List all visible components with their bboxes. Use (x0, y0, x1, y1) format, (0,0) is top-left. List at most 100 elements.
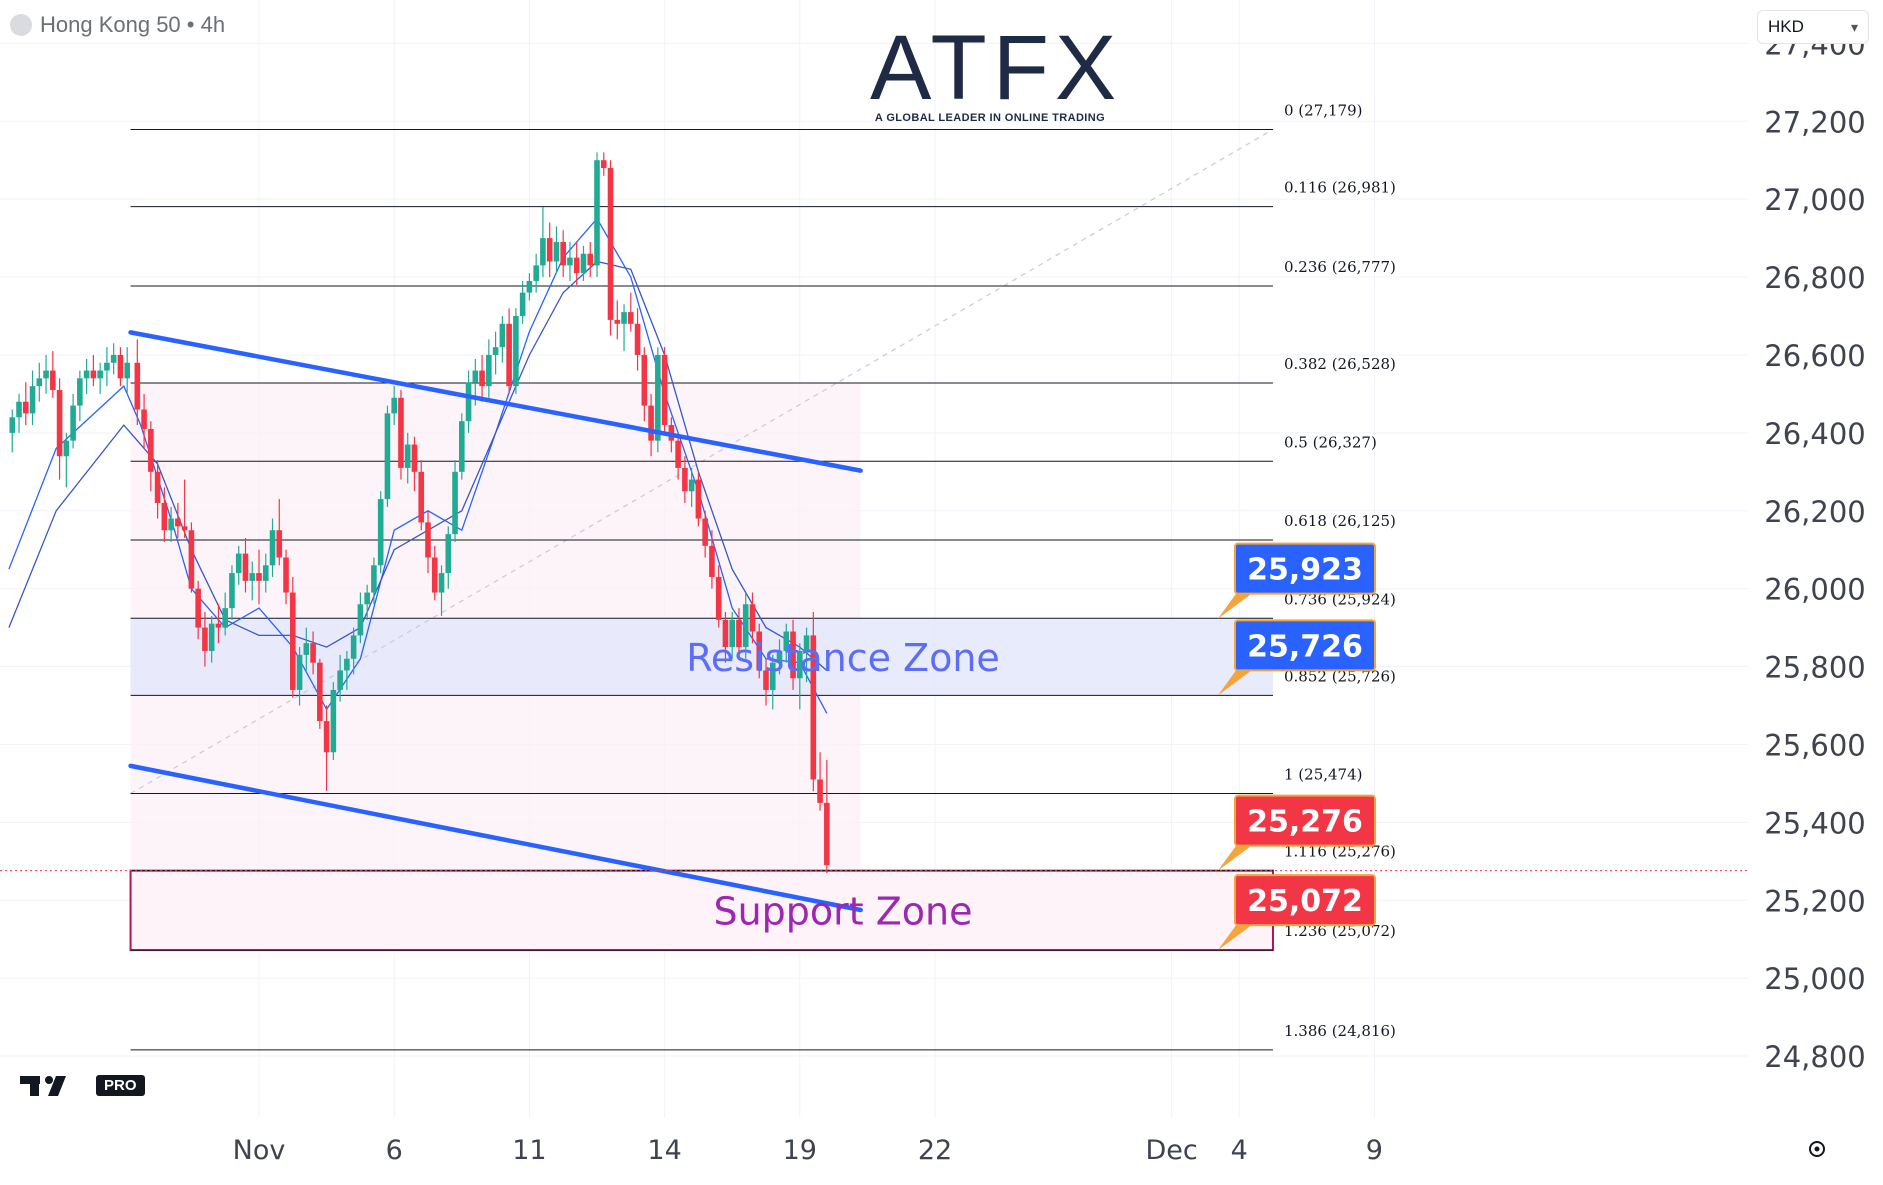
candle-body (90, 370, 97, 379)
candle-body (97, 370, 103, 379)
currency-label: HKD (1768, 17, 1804, 36)
candle-body (661, 354, 668, 426)
candle-body (695, 479, 702, 519)
candle-body (283, 557, 289, 593)
fib-level-label: 0.736 (25,924) (1284, 590, 1396, 608)
y-axis-tick-label: 26,600 (1764, 339, 1865, 373)
price-callout (1234, 874, 1376, 927)
price-callout (1234, 794, 1376, 847)
fib-level-label: 1.116 (25,276) (1284, 843, 1396, 861)
candle-body (303, 643, 310, 655)
candle-body (63, 440, 70, 457)
y-axis-tick-label: 25,600 (1764, 728, 1865, 762)
price-callout-text: 25,923 (1247, 553, 1363, 588)
candle-body (783, 631, 790, 651)
candle-body (337, 670, 343, 690)
candle-body (215, 623, 222, 628)
candle-body (526, 280, 533, 293)
candle-body (117, 354, 124, 379)
candle-body (628, 312, 634, 324)
candle-body (560, 242, 566, 266)
candle-body (222, 608, 228, 628)
candle-body (776, 650, 783, 663)
x-axis-tick-label: 6 (386, 1135, 403, 1166)
resistance-zone-label: Resistance Zone (686, 636, 1000, 680)
candle-body (810, 635, 817, 780)
atfx-logo: ATFX A GLOBAL LEADER IN ONLINE TRADING (870, 17, 1123, 124)
logo-tagline: A GLOBAL LEADER IN ONLINE TRADING (874, 112, 1106, 124)
fib-level-label: 0.116 (26,981) (1284, 179, 1396, 197)
candle-body (208, 623, 215, 651)
candle-body (56, 390, 63, 457)
gear-icon[interactable] (1806, 1138, 1828, 1160)
channel-upper-line (128, 330, 863, 473)
x-axis-tick-label: 9 (1366, 1135, 1383, 1166)
symbol-title: Hong Kong 50 • 4h (40, 12, 226, 37)
candle-body (533, 265, 539, 281)
candle-body (736, 619, 742, 648)
candle-body (384, 413, 391, 500)
candle-body (154, 471, 161, 503)
candle-body (702, 518, 708, 546)
candle-body (77, 378, 83, 406)
candle-body (148, 428, 154, 472)
y-axis-tick-label: 25,000 (1764, 962, 1865, 996)
candle-body (175, 518, 181, 527)
candle-body (715, 576, 722, 620)
fib-level-label: 1.386 (24,816) (1284, 1022, 1396, 1040)
candle-body (567, 257, 573, 266)
fib-level-label: 0.618 (26,125) (1284, 512, 1396, 530)
candle-body (249, 573, 256, 581)
callout-pointer (1218, 589, 1257, 619)
currency-select[interactable]: HKD ▾ (1757, 10, 1869, 44)
y-axis-tick-label: 26,200 (1764, 495, 1865, 529)
candle-body (83, 370, 90, 379)
tradingview-watermark: PRO (18, 1072, 145, 1098)
y-axis-tick-label: 26,400 (1764, 417, 1865, 451)
candle-body (546, 238, 553, 262)
x-axis-tick-label: 4 (1231, 1135, 1248, 1166)
candle-body (506, 323, 512, 387)
candle-body (262, 565, 269, 581)
x-axis-tick-label: 19 (783, 1135, 817, 1166)
candle-body (621, 312, 627, 324)
candle-body (425, 522, 431, 558)
symbol-header[interactable]: Hong Kong 50 • 4h (10, 12, 225, 38)
candle-body (104, 362, 110, 371)
candle-body (276, 530, 283, 558)
candle-body (344, 658, 350, 671)
y-axis-tick-label: 27,200 (1764, 105, 1865, 139)
candle-body (472, 370, 479, 383)
price-callout-text: 25,726 (1247, 629, 1363, 664)
callout-pointer (1218, 921, 1257, 951)
candle-body (486, 354, 492, 387)
candle-body (499, 323, 506, 348)
candle-body (330, 689, 337, 753)
candle-body (16, 401, 22, 418)
fib-level-label: 1 (25,474) (1284, 766, 1363, 784)
candle-body (445, 534, 452, 574)
logo-brand: ATFX (870, 17, 1123, 119)
price-callout-text: 25,276 (1247, 805, 1363, 840)
candle-body (269, 530, 276, 566)
candle-body (438, 573, 445, 593)
candle-body (229, 573, 235, 609)
candle-body (722, 619, 729, 648)
candle-body (202, 627, 208, 651)
candle-body (168, 518, 174, 531)
candle-body (22, 401, 29, 414)
candle-body (50, 370, 56, 391)
fib-level-label: 0.236 (26,777) (1284, 258, 1396, 276)
candle-body (756, 631, 763, 671)
callout-pointer (1218, 666, 1257, 696)
candle-body (709, 545, 715, 577)
price-callout-text: 25,072 (1247, 884, 1363, 919)
candle-body (729, 619, 735, 648)
candle-body (364, 592, 370, 605)
candle-body (769, 662, 776, 690)
x-axis-tick-label: Nov (233, 1135, 286, 1166)
candle-body (431, 557, 438, 593)
candle-body (181, 526, 188, 531)
channel-lower-line (128, 763, 863, 913)
